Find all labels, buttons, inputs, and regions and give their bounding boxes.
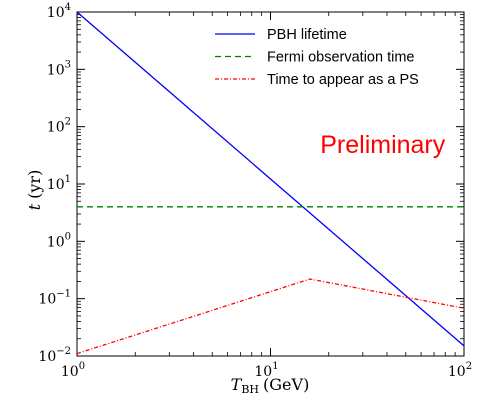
y-tick-label: 10−2 [38,346,71,365]
x-tick-label: 102 [448,361,472,380]
y-axis-label-unit: (yr) [25,170,44,199]
series-lines [77,12,464,355]
x-tick-base: 10 [61,364,79,380]
y-tick-exponent: −2 [56,346,71,357]
legend: PBH lifetime Fermi observation time Time t… [215,27,419,88]
y-tick-base: 10 [38,292,56,308]
legend-label-2: Fermi observation time [267,50,414,66]
x-tick-label: 100 [61,361,85,380]
y-tick-exponent: 1 [65,174,71,185]
y-tick-exponent: −1 [56,289,71,300]
y-tick-label: 100 [47,231,71,250]
x-tick-exponent: 0 [79,361,85,372]
y-tick-exponent: 0 [65,231,71,242]
legend-label-3: Time to appear as a PS [267,72,419,88]
y-tick-base: 10 [47,234,65,250]
y-tick-base: 10 [47,62,65,78]
x-tick-exponent: 1 [272,361,278,372]
y-tick-base: 10 [47,120,65,136]
major-ticks [76,11,465,357]
y-tick-exponent: 3 [65,59,71,70]
x-tick-label: 101 [254,361,278,380]
y-tick-label: 10−1 [38,289,71,308]
y-tick-exponent: 4 [65,2,71,13]
x-axis-label-main: T [231,375,243,394]
legend-label-1: PBH lifetime [267,27,347,43]
y-tick-base: 10 [38,349,56,365]
y-tick-base: 10 [47,177,65,193]
y-tick-exponent: 2 [65,117,71,128]
x-axis-label-unit: (GeV) [263,375,309,394]
y-tick-label: 104 [47,2,71,21]
y-tick-label: 101 [47,174,71,193]
x-tick-base: 10 [448,364,466,380]
series-line-3 [77,278,464,355]
minor-ticks [77,12,464,356]
x-axis-label-sub: BH [241,383,259,396]
series-line-1 [77,12,464,347]
y-axis-label: t (yr) [25,170,44,211]
y-tick-base: 10 [47,5,65,21]
y-tick-label: 102 [47,117,71,136]
x-axis-label: TBH (GeV) [231,375,310,396]
annotation-text: Preliminary [320,131,446,159]
y-tick-label: 103 [47,59,71,78]
x-tick-exponent: 2 [466,361,472,372]
x-tick-base: 10 [254,364,272,380]
y-axis-label-main: t [25,203,44,210]
